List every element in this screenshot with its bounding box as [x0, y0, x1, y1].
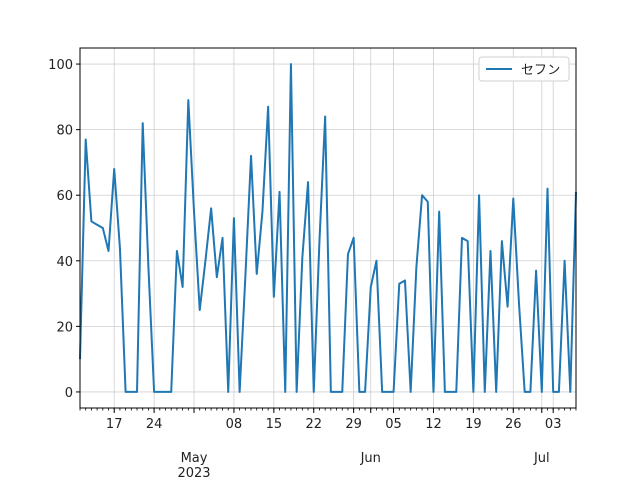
x-tick-label: 17 [106, 417, 123, 432]
x-tick-label: 24 [146, 417, 163, 432]
x-tick-label: 15 [266, 417, 283, 432]
x-tick-label: 22 [305, 417, 322, 432]
x-tick-label: 19 [465, 417, 482, 432]
y-tick-label: 0 [65, 386, 73, 401]
legend-box [478, 56, 570, 82]
x-tick-label: 2023 [177, 466, 210, 480]
y-tick-label: 60 [56, 189, 73, 204]
x-tick-label: May [181, 451, 208, 466]
x-tick-label: 26 [505, 417, 522, 432]
y-tick-label: 100 [48, 58, 73, 73]
x-tick-label: Jul [533, 451, 550, 466]
x-tick-label: 12 [425, 417, 442, 432]
legend-label: セフン [521, 63, 560, 78]
line [79, 63, 577, 393]
y-tick-label: 20 [56, 320, 73, 335]
x-tick-label: Jun [360, 451, 381, 466]
y-tick-label: 40 [56, 255, 73, 270]
y-tick-label: 80 [56, 124, 73, 139]
x-tick-label: 08 [226, 417, 243, 432]
axes-frame [79, 47, 577, 409]
x-tick-label: 05 [385, 417, 402, 432]
x-tick-label: 03 [545, 417, 562, 432]
x-tick-label: 29 [345, 417, 362, 432]
